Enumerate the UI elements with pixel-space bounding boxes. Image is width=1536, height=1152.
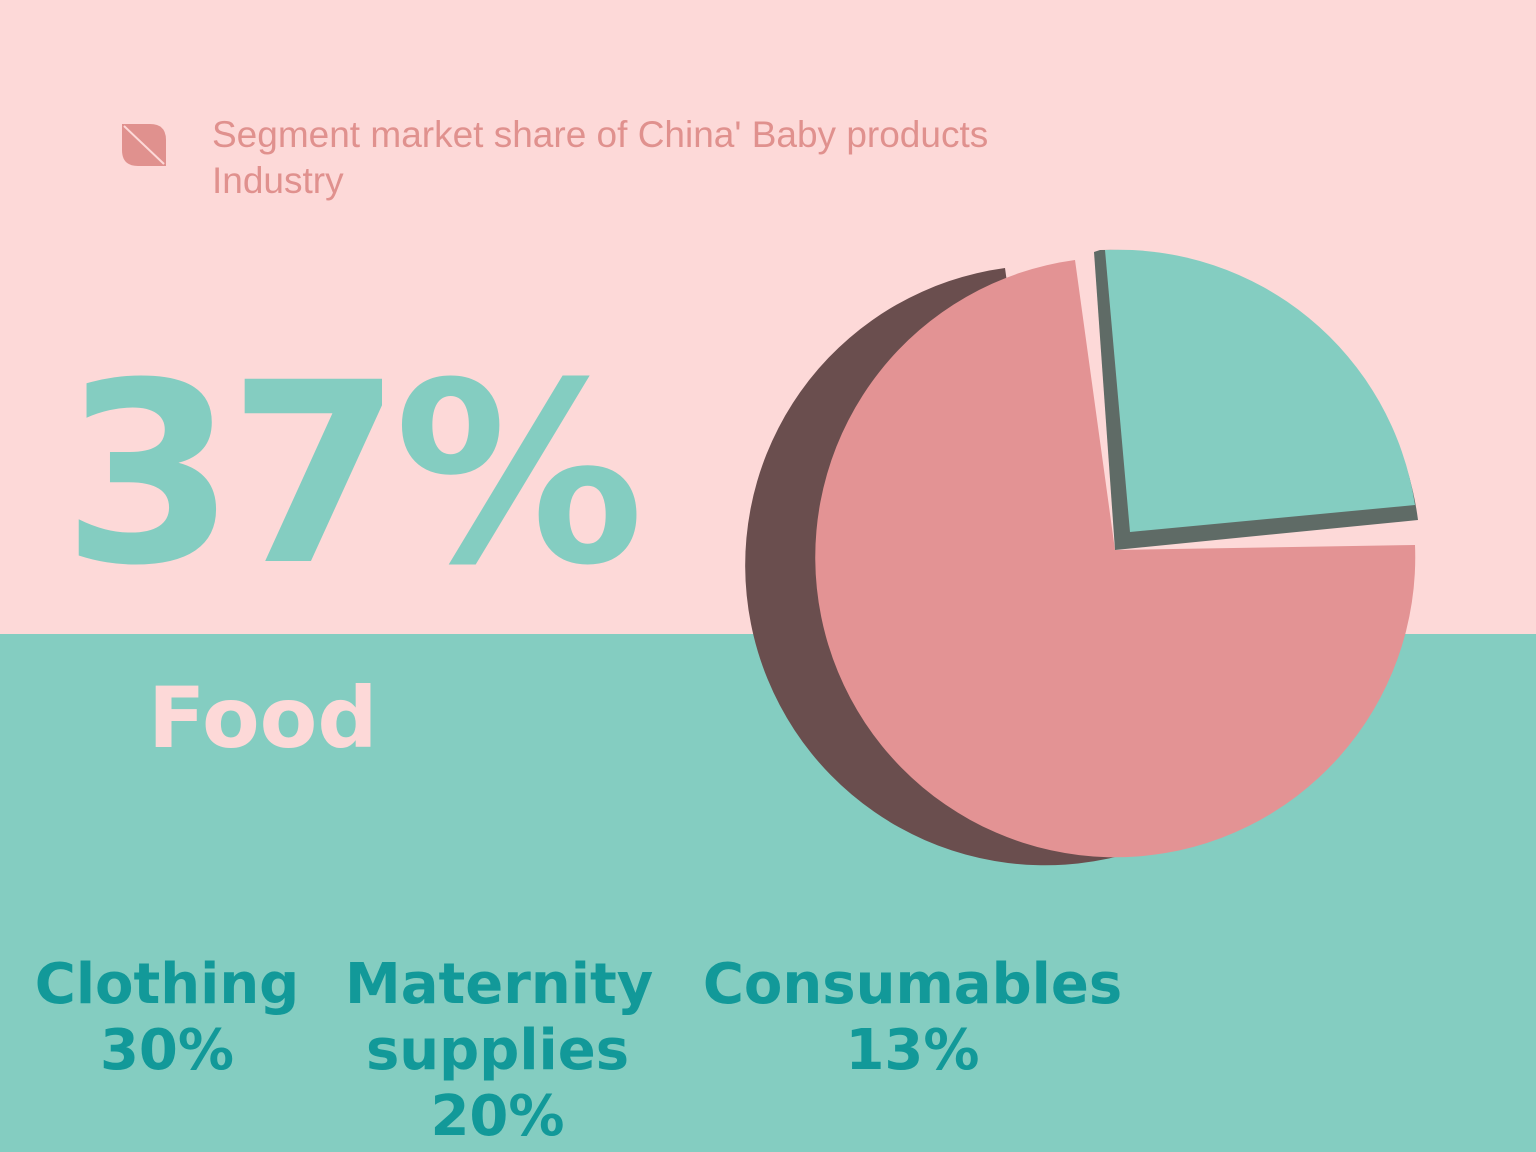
segment-value: 30% bbox=[99, 1018, 235, 1083]
leaf-vein bbox=[123, 125, 165, 165]
highlight-label: Food bbox=[148, 669, 378, 767]
title: Segment market share of China' Baby prod… bbox=[212, 114, 989, 201]
segment-value: 13% bbox=[845, 1018, 980, 1083]
segment: Maternity supplies 20% bbox=[345, 952, 654, 1150]
segment-label: Consumables bbox=[702, 952, 1123, 1017]
segment-label: Maternity supplies bbox=[345, 952, 654, 1083]
pie-wedge bbox=[1105, 249, 1415, 532]
segment-value: 20% bbox=[430, 1084, 565, 1149]
segment: Clothing 30% bbox=[27, 952, 307, 1084]
pie-main bbox=[815, 260, 1416, 858]
segment-label: Clothing bbox=[34, 952, 300, 1017]
segment: Consumables 13% bbox=[700, 952, 1125, 1084]
highlight-value: 37% bbox=[62, 329, 644, 620]
